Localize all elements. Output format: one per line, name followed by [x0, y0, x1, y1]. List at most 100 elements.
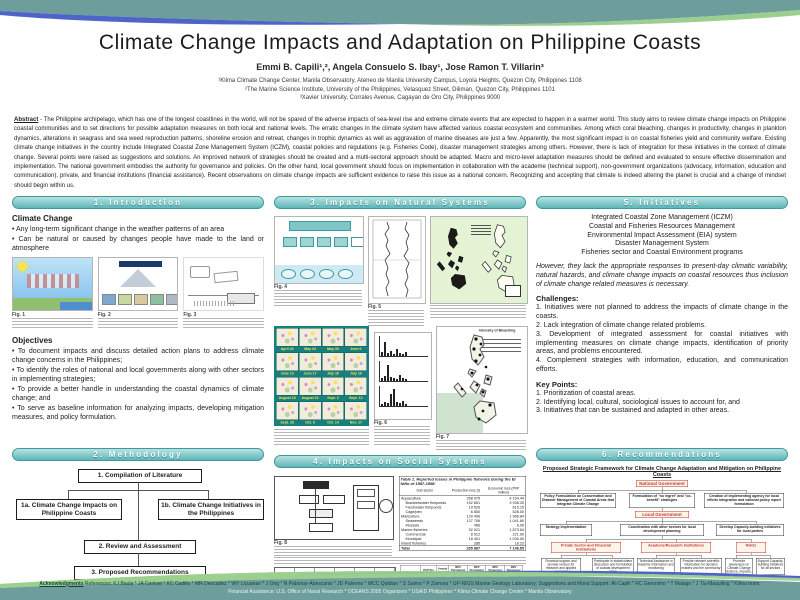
figure-4-caption: Fig. 4: [274, 285, 362, 306]
sea-graphic: [60, 302, 92, 310]
figure-7-caption: Fig. 7: [436, 435, 526, 452]
arrows-graphic: [27, 274, 79, 288]
objectives-heading: Objectives: [12, 336, 53, 345]
monthly-map-grid-figure: April 24 May 24 May 30 June 6 June 13 Ju…: [274, 326, 369, 426]
effects-flowchart-figure: [274, 216, 364, 284]
map-grid-caption: [274, 429, 369, 447]
column-initiatives: 5. Initiatives Integrated Coastal Zone M…: [536, 196, 788, 575]
bar-chart: [379, 361, 428, 382]
section-header-methodology: 2. Methodology: [12, 448, 264, 461]
keypoints-heading: Key Points:: [536, 379, 578, 389]
connector-line: [662, 487, 663, 490]
bleaching-legend: Intensity of Bleaching: [479, 329, 525, 343]
map-thumbnail: [276, 377, 299, 396]
objective-item: To document impacts and discuss detailed…: [12, 347, 264, 365]
connector-line: [566, 521, 567, 524]
map-panel: August 23: [298, 377, 322, 401]
acknowledgments-label: Acknowledgments: [39, 580, 84, 587]
connector-line: [586, 553, 587, 555]
map-thumbnail: [298, 352, 322, 371]
map-panel: Sept. 12: [344, 377, 367, 401]
connector-line: [736, 555, 770, 556]
impacts-diagram-figure: [97, 257, 179, 311]
map-panel: June 13: [276, 352, 299, 377]
table-row: Aquaculture 268 975 4 154.44: [401, 496, 524, 501]
figure-2-block: Fig. 2: [97, 257, 179, 330]
poster-affiliations: ¹Klima Climate Change Center, Manila Obs…: [0, 77, 800, 103]
map-panel-label: April 24: [280, 347, 294, 352]
caption-text-lines: [374, 426, 430, 446]
caption-text-lines: [97, 318, 179, 330]
map-panel: April 24: [276, 328, 299, 352]
diagram-ovals: [281, 269, 353, 279]
thumbnail: [117, 294, 132, 305]
thumbnail: [165, 294, 178, 305]
figure-6-label: Fig. 6: [374, 420, 388, 426]
connector-line: [612, 555, 613, 558]
map-figure-caption: [430, 305, 526, 319]
figure-8-label: Fig. 8: [274, 540, 288, 546]
connector-line: [586, 539, 587, 542]
map-panel: Nov. 17: [344, 401, 367, 426]
diagram-mid-boxes: [283, 237, 363, 247]
diagram-oval: [300, 269, 315, 279]
flow-step-1a: 1a. Climate Change Impacts on Philippine…: [16, 499, 122, 520]
philippines-maps-figure: [430, 216, 528, 304]
flow-step-1: 1. Compilation of Literature: [78, 469, 202, 483]
map-thumbnail: [321, 352, 345, 371]
connector-line: [701, 555, 702, 558]
connector-line: [68, 490, 69, 499]
bullet-item: Can be natural or caused by changes peop…: [12, 235, 264, 253]
connector-line: [566, 521, 756, 522]
figure-1-caption: Fig. 1: [12, 313, 93, 330]
connector-line: [662, 490, 663, 493]
section-header-introduction: 1. Introduction: [12, 196, 264, 209]
caption-text-lines: [274, 429, 369, 447]
framework-subtitle: Proposed Strategic Framework for Climate…: [542, 466, 782, 478]
table-row: Brackishwater fishponds 192 651 3 938.25: [405, 500, 525, 506]
diagram-box: [300, 237, 314, 247]
diagram-circle: [379, 499, 393, 513]
connector-line: [736, 555, 737, 558]
diagram-box: [303, 481, 329, 489]
sketch-box: [190, 266, 211, 278]
local-child-box: Strategy Implementation: [540, 524, 592, 536]
diagram-box: [334, 237, 348, 247]
diagram-box: [357, 489, 375, 497]
map-panel: May 30: [321, 328, 345, 352]
map-inset-box: [505, 285, 521, 297]
diagram-box: [283, 237, 297, 247]
natural-systems-figures: Fig. 4 Fig. 5: [274, 214, 528, 454]
initiatives-list: Integrated Coastal Zone Management (ICZM…: [536, 214, 788, 258]
recommendations-flowchart-wrapper: National Government Policy Formulation o…: [536, 480, 788, 576]
challenge-item: 2. Lack integration of climate change re…: [536, 321, 707, 329]
map-panel-label: May 30: [327, 347, 339, 352]
local-child-box: Develop Capacity-building initiatives fo…: [716, 524, 784, 536]
map-thumbnail: [344, 401, 367, 420]
map-panel-label: July 16: [327, 372, 339, 376]
column-introduction: 1. Introduction Climate Change Any long-…: [12, 196, 265, 580]
diagram-box: [309, 509, 333, 518]
financial-assistance-line: Financial Assistance: U.S. Office of Nav…: [228, 588, 572, 595]
bar-chart: [379, 386, 428, 407]
map-panel-label: August 23: [301, 396, 319, 401]
table-row: Mussels 456 6.95: [405, 523, 525, 528]
diagram-box: [357, 501, 375, 509]
initiatives-note: However, they lack the appropriate respo…: [536, 262, 788, 288]
map-panel: Oct. 6: [298, 401, 322, 426]
section-recommendations: 6. Recommendations Proposed Strategic Fr…: [536, 448, 788, 576]
sketch-hatch: [194, 301, 235, 306]
fisheries-losses-table: Table 1. Reported losses in Philippine f…: [399, 476, 526, 551]
figure-5-label: Fig. 5: [368, 304, 382, 310]
caption-text-lines: [274, 290, 362, 306]
map-panel: May 24: [298, 328, 322, 352]
diagram-box: [351, 237, 363, 247]
abstract-text: - The Philippine archipelago, which has …: [14, 117, 786, 189]
connector-line: [138, 482, 139, 540]
trace-graph: [372, 219, 422, 299]
figure-7-label: Fig. 7: [436, 434, 450, 440]
initiative-item: Coastal and Fisheries Resources Manageme…: [589, 222, 735, 230]
map-thumbnail: [276, 401, 299, 420]
thumbnail: [101, 294, 116, 305]
